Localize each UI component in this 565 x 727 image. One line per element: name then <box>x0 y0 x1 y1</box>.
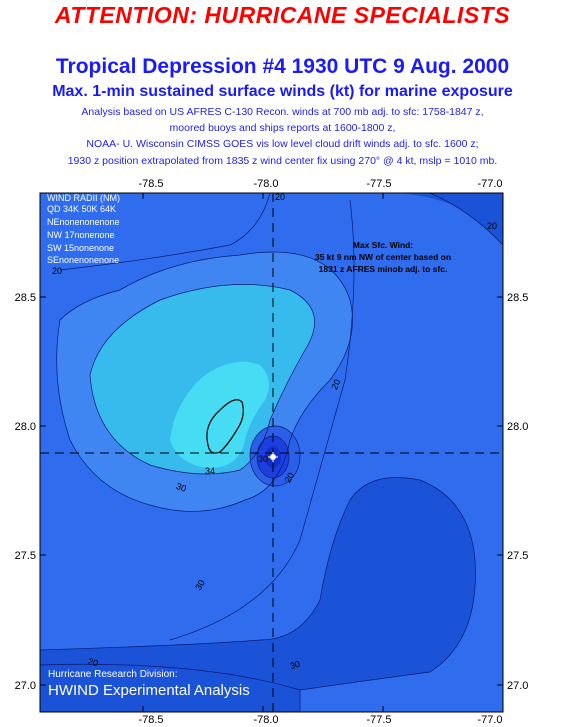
contour-label: 20 <box>87 656 99 668</box>
lon-tick-label: -77.5 <box>366 714 391 726</box>
lat-tick-label: 27.0 <box>15 680 36 692</box>
wind-radii-row: NW 17nonenone <box>47 230 115 240</box>
contour-label: 30 <box>289 659 301 671</box>
map-subtitle: Max. 1-min sustained surface winds (kt) … <box>52 83 513 100</box>
wind-radii-table: WIND RADII (NM) QD 34K 50K 64K NEnonenon… <box>47 193 120 265</box>
wind-radii-row: NEnonenonenone <box>47 217 120 227</box>
max-wind-note: Max Sfc. Wind: 35 kt 9 nm NW of center b… <box>315 240 451 274</box>
contour-label: 20 <box>329 378 342 391</box>
analysis-note-2: moored buoys and ships reports at 1600-1… <box>169 122 396 134</box>
contour-34kt <box>206 399 244 454</box>
plot-frame <box>39 192 504 713</box>
contour-label: 30 <box>258 454 268 464</box>
contour-lines <box>40 193 503 712</box>
attention-banner: ATTENTION: HURRICANE SPECIALISTS <box>54 2 511 28</box>
lat-tick-label: 28.5 <box>507 292 528 304</box>
lat-tick-label: 28.5 <box>15 292 36 304</box>
lon-tick-label: -77.5 <box>366 178 391 190</box>
lon-tick-label: -77.0 <box>477 714 502 726</box>
contour-label: 20 <box>283 471 297 485</box>
low-wind-zone <box>40 193 503 712</box>
wind-radii-title: WIND RADII (NM) <box>47 193 120 203</box>
analysis-note-3: NOAA- U. Wisconsin CIMSS GOES vis low le… <box>86 138 479 150</box>
max-wind-zone <box>170 361 269 468</box>
contour-label: 20 <box>275 192 285 202</box>
lat-tick-label: 27.5 <box>15 550 36 562</box>
contour-label: 20 <box>487 221 497 231</box>
contour-label: 30 <box>175 481 188 494</box>
lat-tick-label: 28.0 <box>507 421 528 433</box>
analysis-note-4: 1930 z position extrapolated from 1835 z… <box>67 155 498 167</box>
map-title: Tropical Depression #4 1930 UTC 9 Aug. 2… <box>55 55 510 78</box>
max-wind-line: 35 kt 9 nm NW of center based on <box>315 252 451 262</box>
wind-radii-header: QD 34K 50K 64K <box>47 204 116 214</box>
lon-tick-label: -77.0 <box>477 178 502 190</box>
credit-division: Hurricane Research Division: <box>48 669 178 680</box>
tick-marks <box>40 193 503 712</box>
contour-label: 34 <box>205 466 215 476</box>
lat-tick-label: 27.5 <box>507 550 528 562</box>
wind-contours: 20 20 20 20 30 30 34 20 30 30 20 WIND RA… <box>40 192 503 712</box>
contour-label: 20 <box>52 266 62 276</box>
max-wind-line: 1831 z AFRES minob adj. to sfc. <box>319 264 448 274</box>
lon-tick-label: -78.0 <box>253 714 278 726</box>
analysis-note-1: Analysis based on US AFRES C-130 Recon. … <box>81 106 484 118</box>
storm-center-icon <box>268 452 278 462</box>
lon-tick-label: -78.5 <box>138 178 163 190</box>
lat-tick-label: 28.0 <box>15 421 36 433</box>
low-wind-zone-ne <box>400 193 503 240</box>
lat-tick-label: 27.0 <box>507 680 528 692</box>
credit-analysis: HWIND Experimental Analysis <box>48 682 250 699</box>
max-wind-line: Max Sfc. Wind: <box>353 240 414 250</box>
contour-label: 30 <box>193 578 207 592</box>
lon-tick-label: -78.0 <box>253 178 278 190</box>
wind-radii-row: SW 15nonenone <box>47 243 114 253</box>
lon-tick-label: -78.5 <box>138 714 163 726</box>
wind-radii-row: SEnonenonenone <box>47 255 119 265</box>
